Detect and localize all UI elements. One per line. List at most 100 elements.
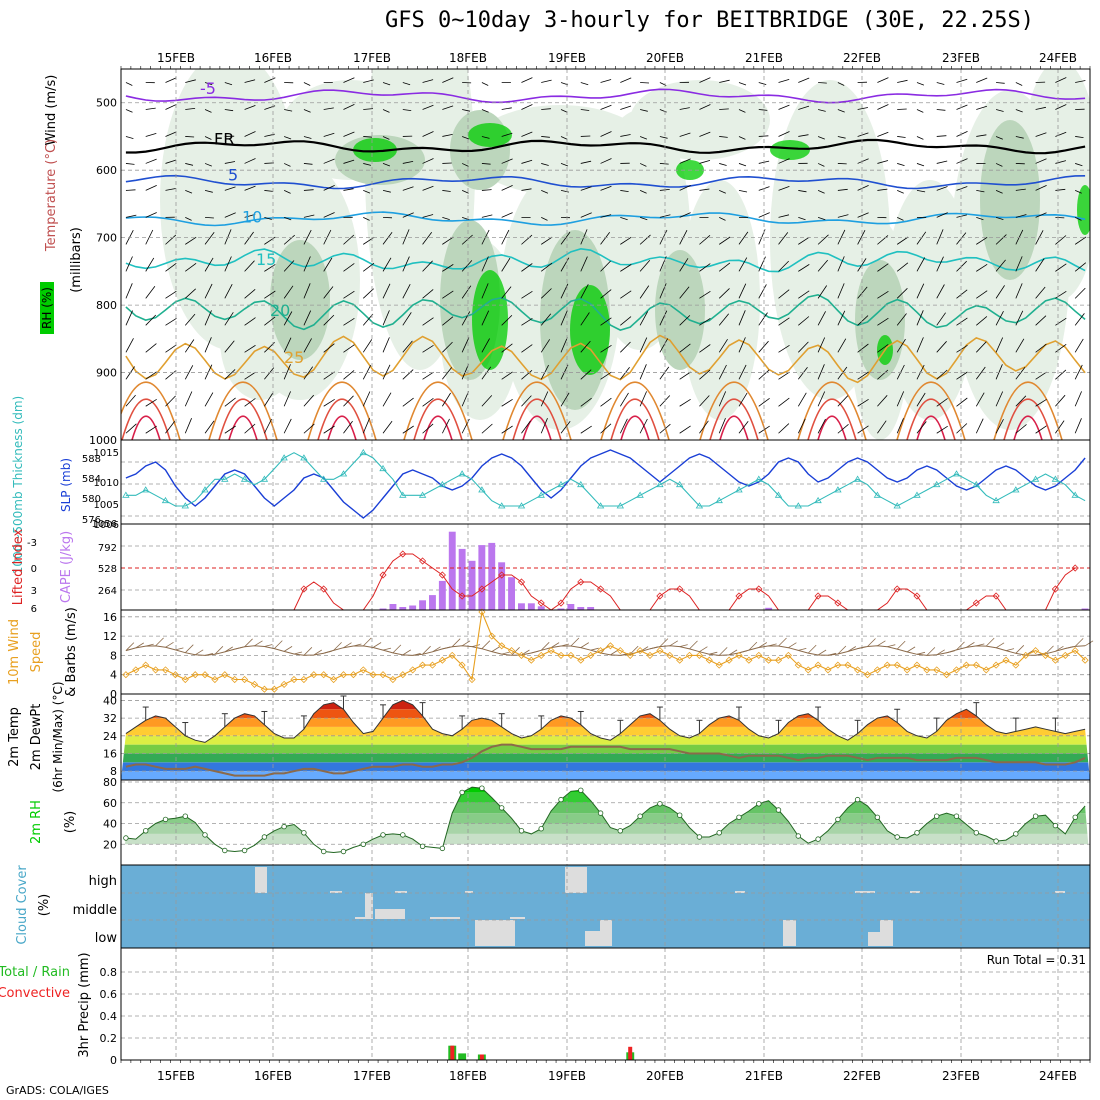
wind-barb-314 [560,231,571,245]
wind10m-barb-94 [1055,645,1064,652]
rh-marker-84 [953,813,960,819]
wind-barb-550 [897,190,904,194]
wind-barb-591 [956,158,968,164]
wind-barb-630 [1015,82,1023,86]
isotherm-label-1: FR [214,130,234,149]
wind-barb-276 [501,343,513,353]
bottom-date-label-5: 20FEB [646,1069,684,1083]
wind-barb-470 [778,289,790,299]
wind-barb-257 [481,214,493,218]
upper-air-tick-2: 700 [96,232,117,245]
wind-barb-361 [620,367,630,380]
wind-barb-528 [857,343,869,353]
wind-barb-611 [976,316,988,326]
wind-barb-540 [877,290,889,299]
wind10m-barb-31 [432,646,441,653]
wind-barb-168 [363,79,374,83]
cloud-block-9 [365,893,373,919]
wind-barb-56 [204,82,213,86]
surface-contour-4-2 [522,415,552,440]
cloud-ylabel-2: (%) [37,894,52,917]
thickness-marker-24 [359,448,368,456]
wind-barb-603 [976,105,988,110]
cape-bar-32 [438,580,446,610]
wind-barb-309 [560,109,568,113]
wind-barb-62 [204,232,215,245]
wind-barb-667 [1055,317,1067,326]
wind-barb-81 [224,369,236,380]
wind-speed-marker-30 [419,661,427,669]
wind-barb-88 [244,185,256,191]
isotherm-label-2: 5 [228,165,238,184]
wind-barb-503 [817,418,826,434]
wind10m-barb-67 [788,642,797,649]
wind-barb-587 [936,425,948,434]
wind-barb-263 [481,366,492,380]
wind-barb-47 [185,217,192,221]
wind-barb-415 [699,317,711,326]
wind-barb-493 [817,163,825,167]
wind-barb-380 [659,136,668,139]
wind-barb-312 [560,190,569,193]
cape-bar-44 [557,608,565,610]
wind-barb-363 [619,418,628,434]
wind-speed-marker-26 [379,671,387,679]
rh-marker-46 [578,787,584,793]
temp-line [125,699,1086,743]
wind-barb-271 [501,212,513,218]
dewpoint-line [125,743,1086,777]
wind-barb-434 [738,82,747,86]
wind10m-barb-83 [946,650,955,654]
wind-speed-marker-58 [695,651,703,659]
wind-barb-577 [936,160,948,164]
rh-mid-blob-7 [980,120,1040,280]
wind10m-barb-4 [165,641,174,648]
thickness-marker-38 [497,502,506,509]
wind-barb-561 [916,109,924,113]
wind10m-barb-0 [125,642,135,651]
wind-barb-554 [896,288,908,299]
wind-barb-621 [995,217,1004,220]
wind-barb-255 [481,163,491,165]
cape-bar-45 [567,604,575,610]
rh2m-tick-2: 60 [103,797,117,810]
surface-contour-8-2 [916,415,946,440]
thickness-marker-10 [221,475,229,482]
upper-air-ylabel-wind: Wind (m/s) [44,75,59,146]
rh-marker-70 [815,836,821,842]
wind-barb-590 [956,131,968,137]
wind-barb-335 [580,425,592,434]
precip-panel: 0 0.2 0.4 0.6 0.8 Run Total = 0.31 Total / Rai… [0,947,1091,1067]
wind10m-barb-66 [778,637,787,647]
wind-barb-44 [185,136,195,138]
wind10m-barb-8 [204,653,214,656]
precip-tick-3: 0.6 [100,988,118,1001]
wind10m-barb-13 [254,640,263,647]
wind-barb-185 [382,163,391,167]
wind-barb-566 [916,231,927,245]
wind-barb-416 [699,344,711,353]
cape-bar-37 [488,542,496,610]
precip-tick-4: 0.8 [100,966,118,979]
wind-barb-527 [857,315,869,326]
wind10m-barb-61 [728,649,738,656]
wind-barb-258 [481,229,490,245]
wind10m-barb-93 [1045,645,1054,655]
wind-barb-142 [323,132,335,137]
wind-barb-137 [303,366,314,380]
isotherm-2 [125,174,1086,190]
wind-barb-337 [600,104,612,110]
wind10m-barb-44 [560,643,570,647]
li-marker-28 [399,550,407,558]
wind-barb-64 [204,283,213,299]
wind-speed-marker-89 [1002,656,1010,664]
wind-barb-602 [976,77,988,83]
rh-marker-40 [518,828,525,834]
wind-barb-628 [995,391,1004,407]
wind-barb-522 [857,185,869,191]
thickness-marker-8 [201,486,209,493]
wind-barb-197 [402,109,412,111]
thickness-marker-2 [141,486,150,493]
wind-barb-364 [640,82,650,84]
wind-barb-597 [956,317,968,326]
